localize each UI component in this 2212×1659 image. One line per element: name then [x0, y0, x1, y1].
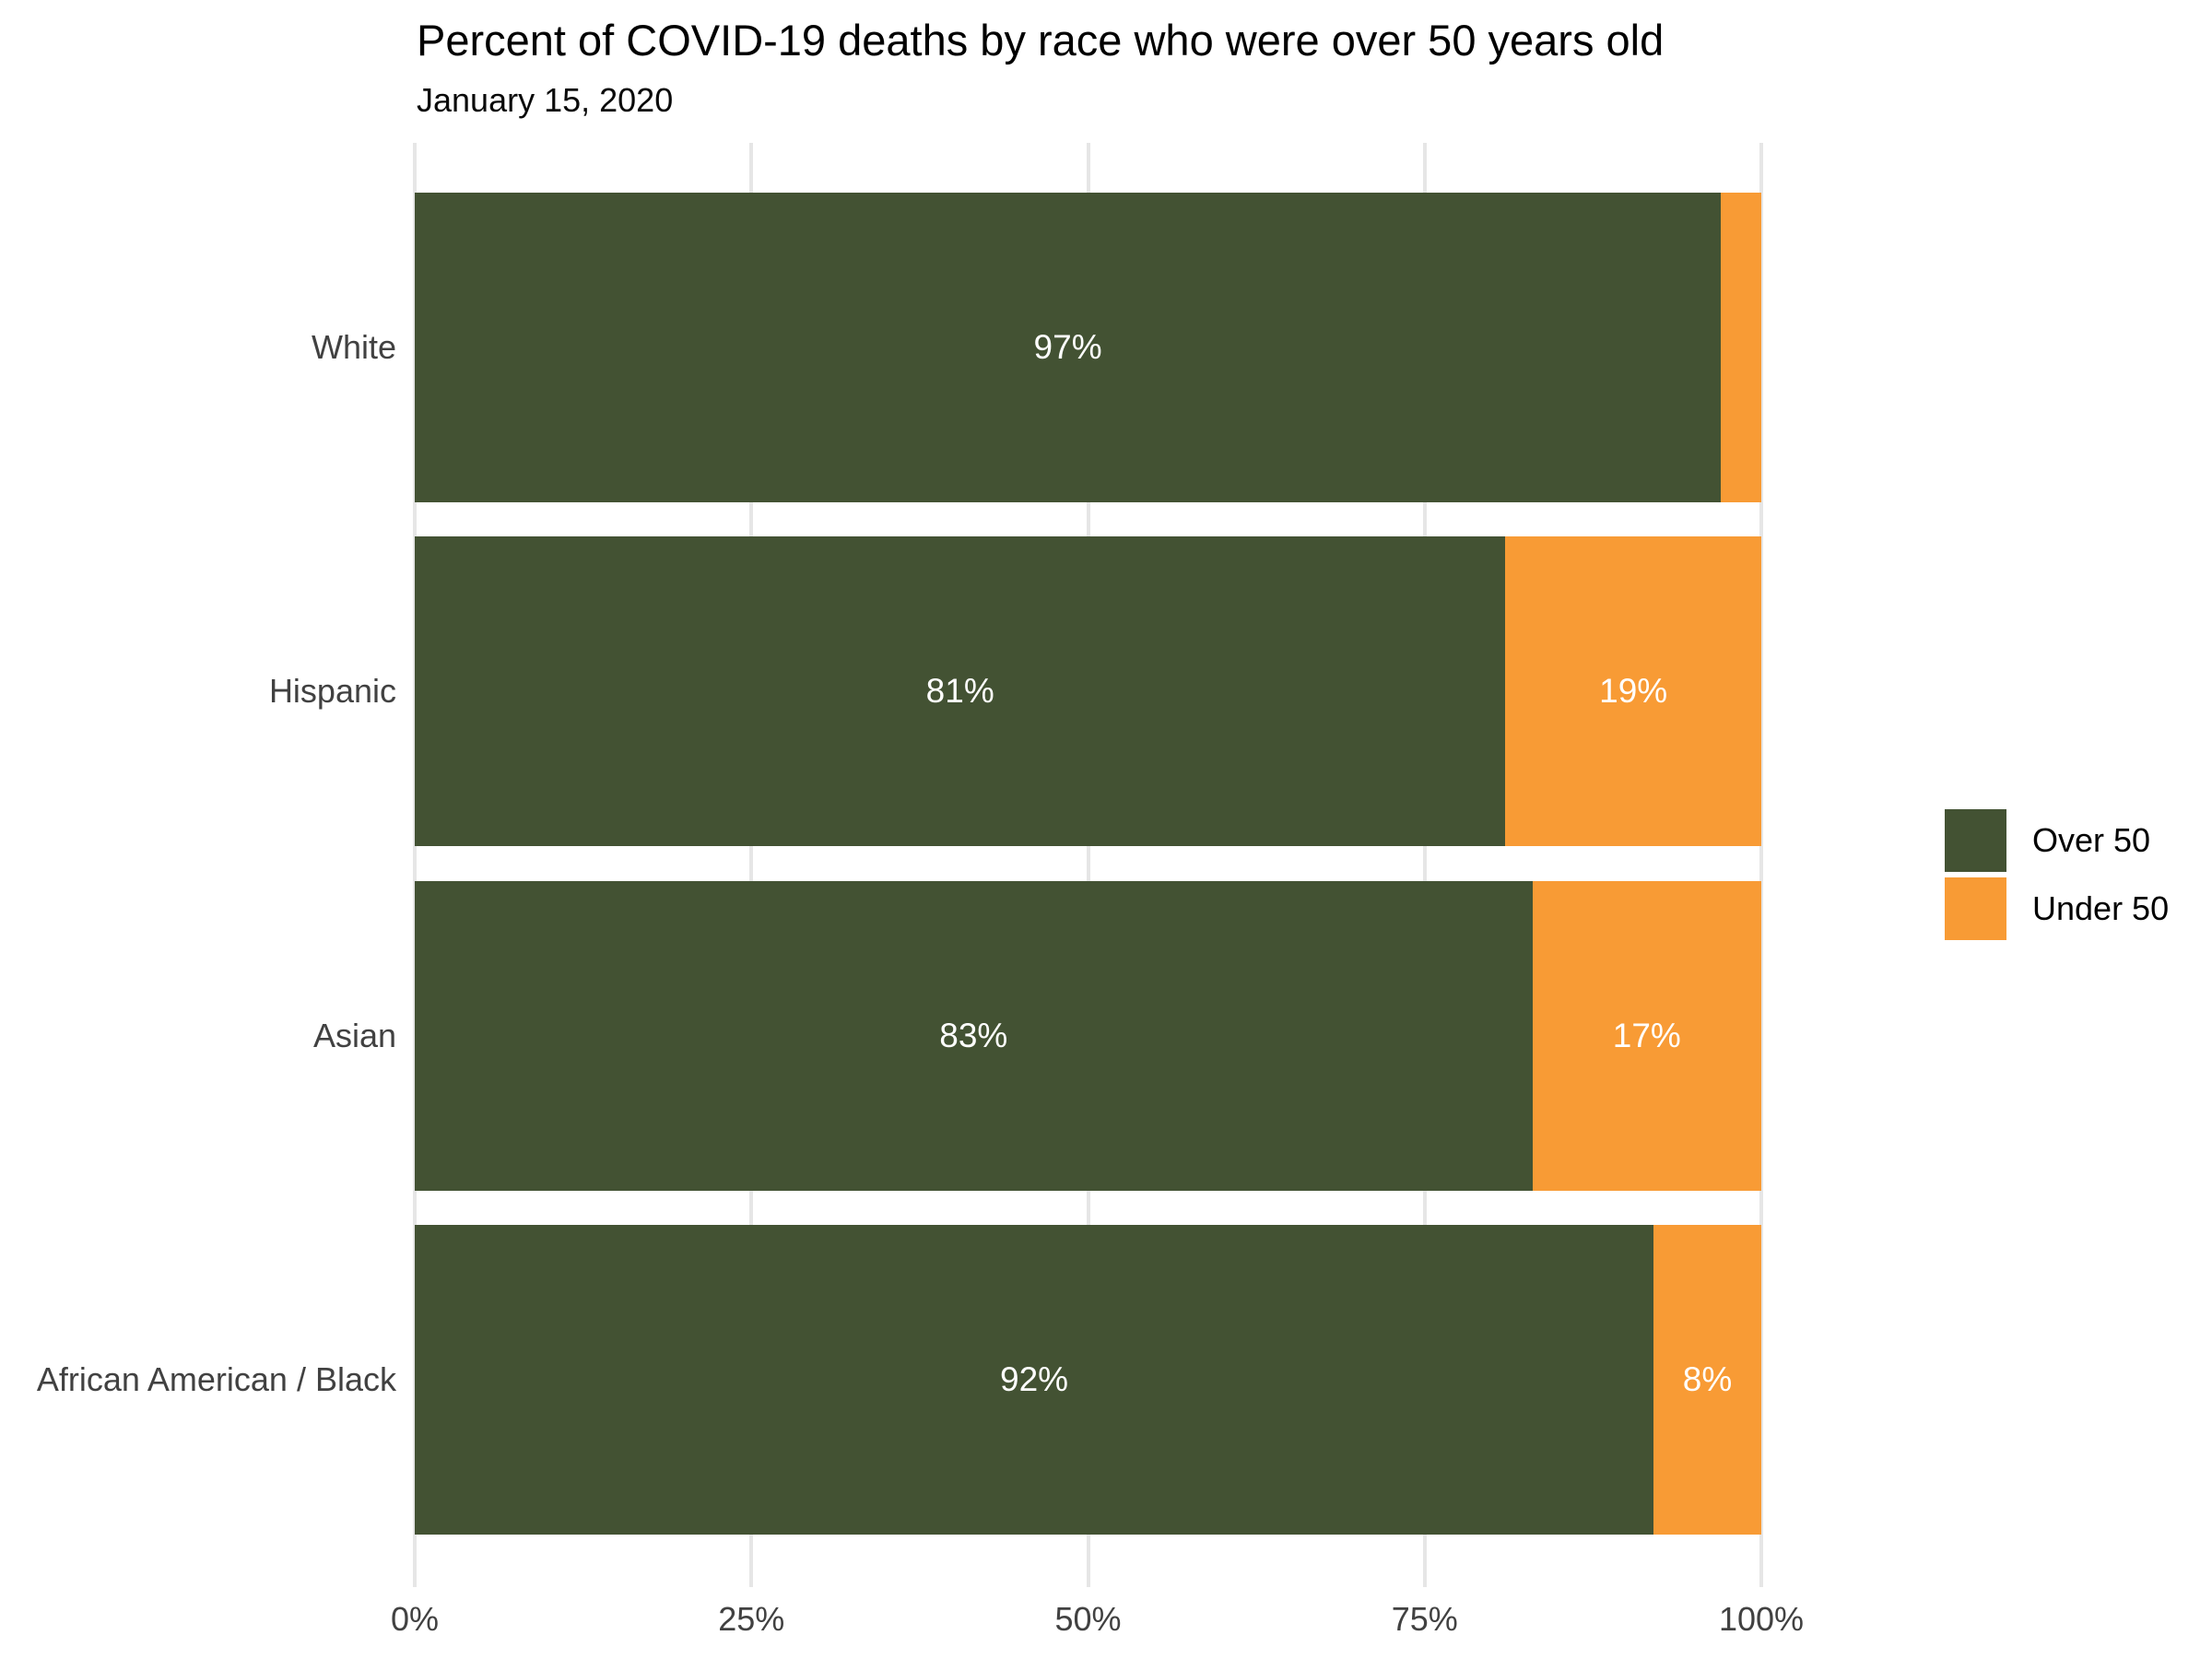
bar-value-label: 92%: [1000, 1360, 1069, 1398]
bar-value-label: 8%: [1682, 1360, 1733, 1398]
gridline-100%: [1759, 143, 1763, 1587]
bar-segment-over-50: 83%: [415, 881, 1533, 1191]
gridline-50%: [1086, 143, 1090, 1587]
y-axis-label: White: [311, 328, 396, 366]
bar-value-label: 19%: [1599, 672, 1668, 710]
chart-subtitle: January 15, 2020: [417, 81, 674, 119]
legend-item-over-50: Over 50: [1945, 809, 2169, 872]
bar-segment-under-50: [1721, 193, 1761, 502]
bar-value-label: 97%: [1033, 328, 1102, 366]
y-axis-label: African American / Black: [36, 1360, 396, 1398]
bar-value-label: 81%: [925, 672, 994, 710]
legend-label: Under 50: [2032, 889, 2170, 927]
gridline-75%: [1422, 143, 1427, 1587]
bar-row-0: 97%: [415, 193, 1761, 502]
bar-row-3: 92% 8%: [415, 1225, 1761, 1535]
bar-segment-over-50: 81%: [415, 536, 1506, 846]
legend-item-under-50: Under 50: [1945, 877, 2169, 940]
legend: Over 50 Under 50: [1945, 809, 2169, 946]
bar-row-2: 83% 17%: [415, 881, 1761, 1191]
x-axis-tick-label: 25%: [718, 1600, 785, 1638]
bar-segment-over-50: 92%: [415, 1225, 1654, 1535]
y-axis-label: Asian: [312, 1017, 396, 1054]
legend-swatch-icon: [1945, 877, 2006, 940]
legend-swatch-icon: [1945, 809, 2006, 872]
x-axis-tick-label: 75%: [1391, 1600, 1458, 1638]
bar-segment-under-50: 17%: [1532, 881, 1761, 1191]
bar-segment-under-50: 8%: [1653, 1225, 1761, 1535]
bar-value-label: 17%: [1612, 1017, 1681, 1054]
gridline-0%: [413, 143, 417, 1587]
gridline-25%: [749, 143, 754, 1587]
y-axis-label: Hispanic: [268, 672, 396, 710]
bar-value-label: 83%: [939, 1017, 1008, 1054]
x-axis-tick-label: 100%: [1718, 1600, 1805, 1638]
x-axis-tick-label: 0%: [390, 1600, 440, 1638]
bar-segment-over-50: 97%: [415, 193, 1722, 502]
x-axis-tick-label: 50%: [1054, 1600, 1122, 1638]
bar-segment-under-50: 19%: [1505, 536, 1761, 846]
legend-label: Over 50: [2032, 821, 2151, 859]
chart-title: Percent of COVID-19 deaths by race who w…: [417, 16, 1665, 65]
bar-row-1: 81% 19%: [415, 536, 1761, 846]
